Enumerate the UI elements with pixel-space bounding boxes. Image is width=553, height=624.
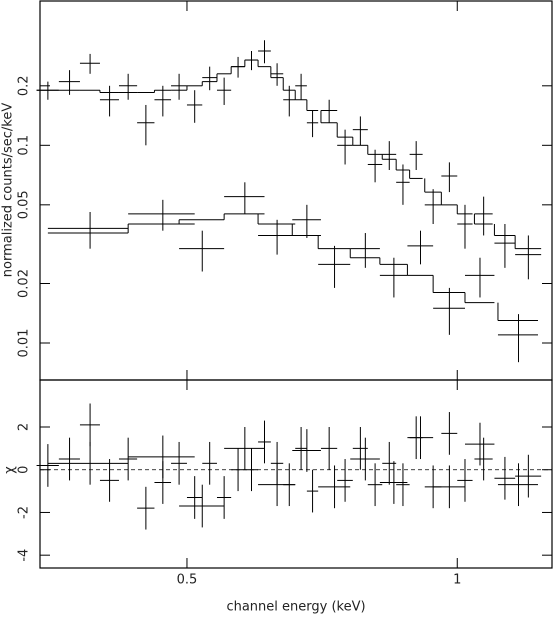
y-tick-label: -4 <box>17 549 32 562</box>
y-tick-label: 0.01 <box>17 329 32 358</box>
y-tick-label: 0.02 <box>17 269 32 298</box>
y-axis-label: χ <box>3 466 18 474</box>
y-tick-label: -2 <box>17 506 32 519</box>
top-frame <box>39 0 553 381</box>
y-tick-label: 0.2 <box>17 75 32 96</box>
y-tick-label: 2 <box>17 423 32 431</box>
x-tick-label: 1 <box>453 573 461 588</box>
y-axis-label: normalized counts/sec/keV <box>1 103 16 278</box>
y-tick-label: 0.05 <box>17 190 32 219</box>
y-tick-label: 0.1 <box>17 135 32 156</box>
x-tick-label: 0.5 <box>177 573 198 588</box>
bottom-frame <box>39 379 553 569</box>
x-axis-label: channel energy (keV) <box>226 600 365 615</box>
y-tick-label: 0 <box>17 466 32 474</box>
